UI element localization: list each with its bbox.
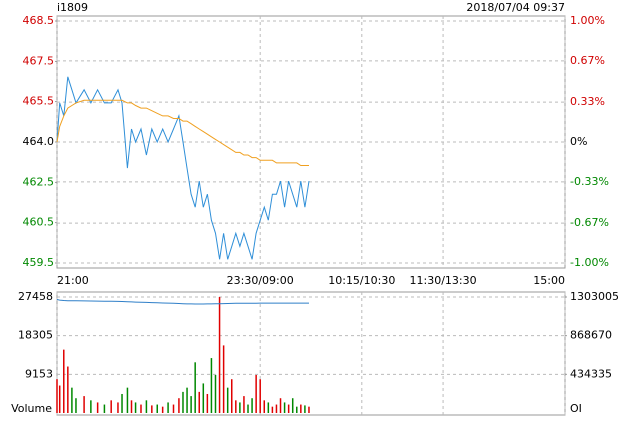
volume-bar — [287, 404, 290, 413]
y-tick-label: 9153 — [25, 367, 53, 380]
volume-bar — [243, 396, 245, 413]
y-tick-label: 460.5 — [23, 216, 55, 229]
volume-bar — [202, 383, 205, 413]
volume-bar — [255, 374, 257, 413]
volume-bar — [182, 391, 184, 413]
volume-bar — [75, 398, 77, 413]
oi-line — [56, 299, 309, 305]
volume-bar — [198, 391, 200, 413]
volume-bar — [83, 396, 85, 413]
volume-bar — [167, 402, 169, 413]
y2-axis-label: OI — [570, 402, 582, 415]
volume-bar — [130, 400, 133, 413]
x-tick-label: 21:00 — [57, 274, 89, 287]
volume-bar — [67, 366, 69, 413]
y2-tick-label: -0.67% — [570, 216, 609, 229]
volume-bar — [275, 404, 278, 413]
volume-bar — [226, 387, 229, 413]
volume-bar — [103, 404, 106, 413]
x-tick-label: 23:30/09:00 — [227, 274, 294, 287]
volume-bar — [218, 297, 221, 413]
y2-tick-label: 868670 — [570, 329, 612, 342]
volume-bar — [263, 400, 266, 413]
volume-bar — [63, 349, 65, 413]
volume-bar — [172, 404, 175, 413]
volume-bar — [251, 398, 253, 413]
volume-bar — [206, 393, 209, 413]
y2-tick-label: -0.33% — [570, 175, 609, 188]
y-tick-label: 467.5 — [23, 54, 55, 67]
y-tick-label: 462.5 — [23, 175, 55, 188]
volume-bar — [110, 400, 112, 413]
y-tick-label: 18305 — [18, 329, 53, 342]
volume-frame — [56, 291, 566, 416]
volume-bar — [71, 387, 73, 413]
volume-bar — [151, 405, 153, 413]
volume-bar — [271, 406, 274, 413]
volume-bar — [134, 402, 137, 413]
volume-bar — [186, 387, 188, 413]
volume-bar — [267, 402, 270, 413]
y-tick-label: 468.5 — [23, 14, 55, 27]
y2-tick-label: -1.00% — [570, 256, 609, 269]
volume-bar — [239, 402, 241, 413]
y-tick-label: 27458 — [18, 290, 53, 303]
price-line — [56, 76, 310, 260]
y2-tick-label: 0.33% — [570, 95, 605, 108]
x-tick-label: 15:00 — [533, 274, 565, 287]
volume-bar — [161, 406, 164, 413]
volume-bar — [194, 362, 196, 413]
y2-tick-label: 1303005 — [570, 290, 619, 303]
volume-bar — [300, 404, 302, 413]
volume-bar — [140, 404, 142, 413]
volume-bar — [214, 374, 217, 413]
x-tick-label: 11:30/13:30 — [410, 274, 477, 287]
volume-bar — [235, 400, 237, 413]
volume-bar — [222, 345, 225, 413]
datetime: 2018/07/04 09:37 — [466, 1, 565, 14]
y-tick-label: 465.5 — [23, 95, 55, 108]
y2-tick-label: 1.00% — [570, 14, 605, 27]
volume-bar — [126, 387, 129, 413]
volume-bar — [121, 393, 123, 413]
volume-bar — [231, 379, 233, 413]
volume-bar — [96, 402, 99, 413]
volume-bar — [304, 405, 306, 413]
price-line — [56, 99, 309, 166]
y2-tick-label: 0.67% — [570, 54, 605, 67]
volume-bar — [58, 385, 61, 413]
y-tick-label: 459.5 — [23, 256, 55, 269]
volume-bar — [283, 402, 286, 413]
y-tick-label: 464.0 — [23, 135, 55, 148]
symbol: i1809 — [57, 1, 88, 14]
volume-bar — [259, 379, 261, 413]
volume-bar — [296, 406, 298, 413]
volume-bar — [247, 404, 249, 413]
volume-bar — [279, 398, 282, 413]
y-axis-label: Volume — [11, 402, 52, 415]
volume-bar — [178, 398, 180, 413]
volume-bar — [156, 404, 158, 413]
y2-tick-label: 0% — [570, 135, 587, 148]
volume-bar — [190, 396, 192, 413]
volume-bar — [90, 400, 92, 413]
volume-bar — [210, 358, 213, 413]
volume-bar — [56, 379, 58, 413]
volume-bar — [145, 400, 148, 413]
y2-tick-label: 434335 — [570, 367, 612, 380]
x-tick-label: 10:15/10:30 — [328, 274, 395, 287]
volume-bar — [308, 406, 310, 413]
volume-bar — [117, 402, 119, 413]
volume-bar — [291, 398, 294, 413]
